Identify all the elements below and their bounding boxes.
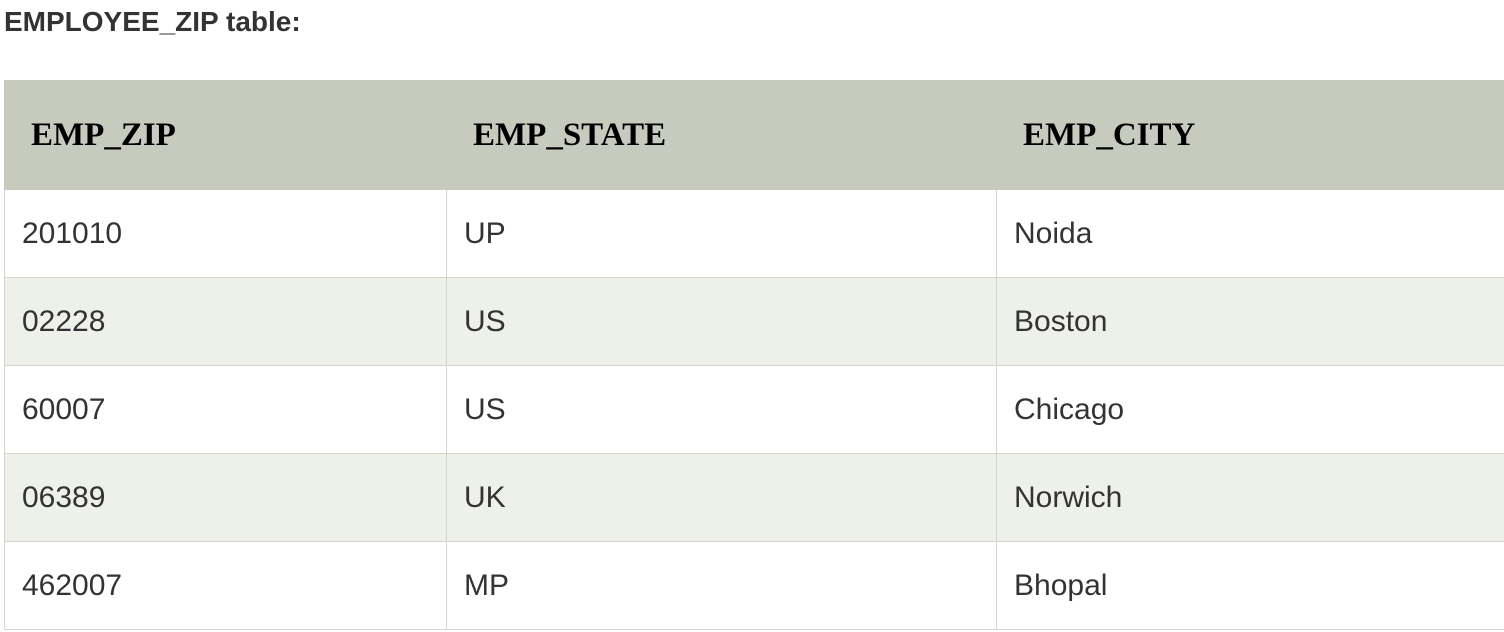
- cell-emp-zip: 06389: [4, 453, 447, 542]
- cell-emp-city: Boston: [996, 277, 1504, 366]
- cell-emp-state: UK: [446, 453, 997, 542]
- cell-emp-zip: 60007: [4, 365, 447, 454]
- table-row: 462007 MP Bhopal: [4, 541, 1504, 630]
- cell-emp-city: Norwich: [996, 453, 1504, 542]
- cell-emp-state: UP: [446, 189, 997, 278]
- table-row: 60007 US Chicago: [4, 365, 1504, 454]
- column-header-emp-zip: EMP_ZIP: [4, 80, 447, 190]
- column-header-emp-city: EMP_CITY: [996, 80, 1504, 190]
- column-header-emp-state: EMP_STATE: [446, 80, 997, 190]
- cell-emp-zip: 201010: [4, 189, 447, 278]
- cell-emp-city: Chicago: [996, 365, 1504, 454]
- cell-emp-state: US: [446, 277, 997, 366]
- table-row: 02228 US Boston: [4, 277, 1504, 366]
- employee-zip-table: EMP_ZIP EMP_STATE EMP_CITY 201010 UP Noi…: [4, 80, 1504, 630]
- table-row: 201010 UP Noida: [4, 189, 1504, 278]
- table-caption: EMPLOYEE_ZIP table:: [4, 6, 301, 37]
- table-row: 06389 UK Norwich: [4, 453, 1504, 542]
- cell-emp-zip: 02228: [4, 277, 447, 366]
- cell-emp-city: Noida: [996, 189, 1504, 278]
- table-header-row: EMP_ZIP EMP_STATE EMP_CITY: [4, 80, 1504, 190]
- cell-emp-city: Bhopal: [996, 541, 1504, 630]
- cell-emp-state: US: [446, 365, 997, 454]
- cell-emp-state: MP: [446, 541, 997, 630]
- cell-emp-zip: 462007: [4, 541, 447, 630]
